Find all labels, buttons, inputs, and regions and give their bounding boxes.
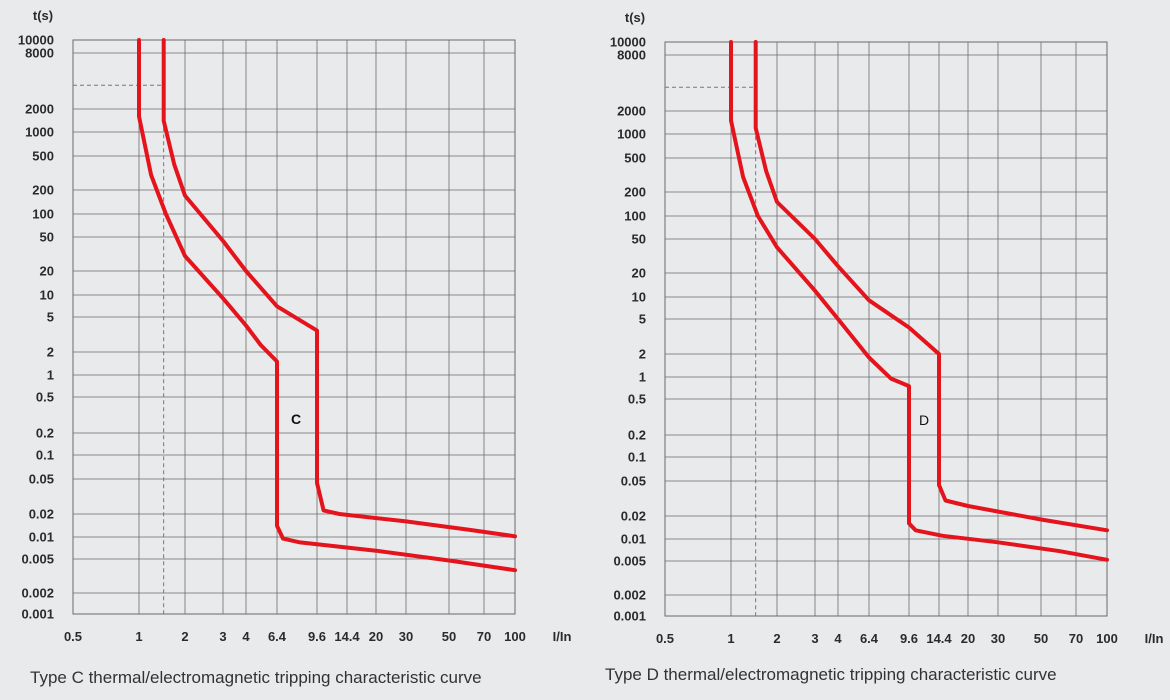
plot-frame bbox=[664, 41, 1108, 617]
y-tick-label: 8000 bbox=[25, 46, 54, 61]
y-axis-label: t(s) bbox=[33, 8, 53, 23]
y-tick-label: 0.2 bbox=[628, 428, 646, 443]
lower-limit-curve bbox=[137, 38, 517, 573]
x-tick-label: 9.6 bbox=[308, 629, 326, 644]
y-tick-label: 200 bbox=[32, 183, 54, 198]
x-tick-label: 100 bbox=[1096, 631, 1118, 646]
chart-caption: Type C thermal/electromagnetic tripping … bbox=[30, 668, 482, 687]
y-tick-label: 0.1 bbox=[36, 448, 54, 463]
y-tick-label: 1000 bbox=[25, 125, 54, 140]
y-tick-label: 20 bbox=[40, 264, 54, 279]
x-tick-label: 30 bbox=[991, 631, 1005, 646]
upper-limit-curve bbox=[753, 40, 1109, 533]
x-tick-label: 30 bbox=[399, 629, 413, 644]
y-tick-label: 1000 bbox=[617, 127, 646, 142]
y-tick-label: 20 bbox=[632, 266, 646, 281]
x-tick-label: 0.5 bbox=[656, 631, 674, 646]
y-tick-label: 0.002 bbox=[21, 586, 54, 601]
y-tick-label: 100 bbox=[624, 209, 646, 224]
x-tick-label: 50 bbox=[442, 629, 456, 644]
curve-type-label: D bbox=[919, 412, 929, 428]
x-tick-label: 3 bbox=[811, 631, 818, 646]
x-tick-label: 50 bbox=[1034, 631, 1048, 646]
x-tick-label: 0.5 bbox=[64, 629, 82, 644]
y-tick-label: 8000 bbox=[617, 48, 646, 63]
y-tick-label: 1 bbox=[47, 368, 54, 383]
x-tick-label: 4 bbox=[242, 629, 250, 644]
x-tick-label: 20 bbox=[369, 629, 383, 644]
y-tick-label: 0.02 bbox=[621, 509, 646, 524]
x-tick-label: 2 bbox=[181, 629, 188, 644]
x-tick-label: 1 bbox=[135, 629, 142, 644]
y-tick-label: 0.1 bbox=[628, 450, 646, 465]
y-tick-label: 0.01 bbox=[29, 530, 54, 545]
y-tick-label: 10 bbox=[40, 288, 54, 303]
x-tick-label: 9.6 bbox=[900, 631, 918, 646]
chart-type-c: 0.5 1 2 3 4 6.4 9.6 14.4 20 30 50 70 100100008000200… bbox=[18, 8, 572, 687]
y-tick-label: 0.005 bbox=[613, 554, 646, 569]
y-tick-label: 200 bbox=[624, 185, 646, 200]
y-tick-label: 0.005 bbox=[21, 552, 54, 567]
upper-limit-curve bbox=[161, 38, 517, 539]
x-tick-label: 70 bbox=[477, 629, 491, 644]
y-axis-label: t(s) bbox=[625, 10, 645, 25]
x-tick-label: 2 bbox=[773, 631, 780, 646]
x-tick-label: 6.4 bbox=[268, 629, 287, 644]
y-tick-label: 2000 bbox=[617, 104, 646, 119]
y-tick-label: 100 bbox=[32, 207, 54, 222]
y-tick-label: 10 bbox=[632, 290, 646, 305]
x-axis-label: I/In bbox=[553, 629, 572, 644]
x-tick-label: 1 bbox=[727, 631, 734, 646]
x-tick-label: 6.4 bbox=[860, 631, 879, 646]
y-tick-label: 0.2 bbox=[36, 426, 54, 441]
chart-type-d: 0.5 1 2 3 4 6.4 9.6 14.4 20 30 50 70 100100008000200… bbox=[605, 10, 1163, 684]
x-tick-label: 4 bbox=[834, 631, 842, 646]
x-tick-label: 14.4 bbox=[334, 629, 360, 644]
plot-frame bbox=[72, 39, 516, 615]
y-tick-label: 5 bbox=[639, 312, 646, 327]
x-axis-label: I/In bbox=[1145, 631, 1164, 646]
y-tick-label: 50 bbox=[40, 230, 54, 245]
y-tick-label: 0.05 bbox=[621, 474, 646, 489]
y-tick-label: 0.5 bbox=[36, 390, 54, 405]
y-tick-label: 0.001 bbox=[613, 609, 646, 624]
y-tick-label: 0.001 bbox=[21, 607, 54, 622]
y-tick-label: 10000 bbox=[18, 33, 54, 48]
y-tick-label: 0.5 bbox=[628, 392, 646, 407]
y-tick-label: 500 bbox=[32, 149, 54, 164]
x-tick-label: 70 bbox=[1069, 631, 1083, 646]
y-tick-label: 0.01 bbox=[621, 532, 646, 547]
x-tick-label: 20 bbox=[961, 631, 975, 646]
y-tick-label: 500 bbox=[624, 151, 646, 166]
y-tick-label: 0.002 bbox=[613, 588, 646, 603]
y-tick-label: 0.05 bbox=[29, 472, 54, 487]
y-tick-label: 2 bbox=[639, 347, 646, 362]
y-tick-label: 50 bbox=[632, 232, 646, 247]
curve-type-label: C bbox=[291, 411, 301, 427]
x-tick-label: 14.4 bbox=[926, 631, 952, 646]
y-tick-label: 5 bbox=[47, 310, 54, 325]
y-tick-label: 2 bbox=[47, 345, 54, 360]
x-tick-label: 3 bbox=[219, 629, 226, 644]
x-tick-label: 100 bbox=[504, 629, 526, 644]
y-tick-label: 10000 bbox=[610, 35, 646, 50]
y-tick-label: 0.02 bbox=[29, 507, 54, 522]
chart-caption: Type D thermal/electromagnetic tripping … bbox=[605, 665, 1057, 684]
y-tick-label: 1 bbox=[639, 370, 646, 385]
y-tick-label: 2000 bbox=[25, 102, 54, 117]
lower-limit-curve bbox=[729, 40, 1109, 562]
